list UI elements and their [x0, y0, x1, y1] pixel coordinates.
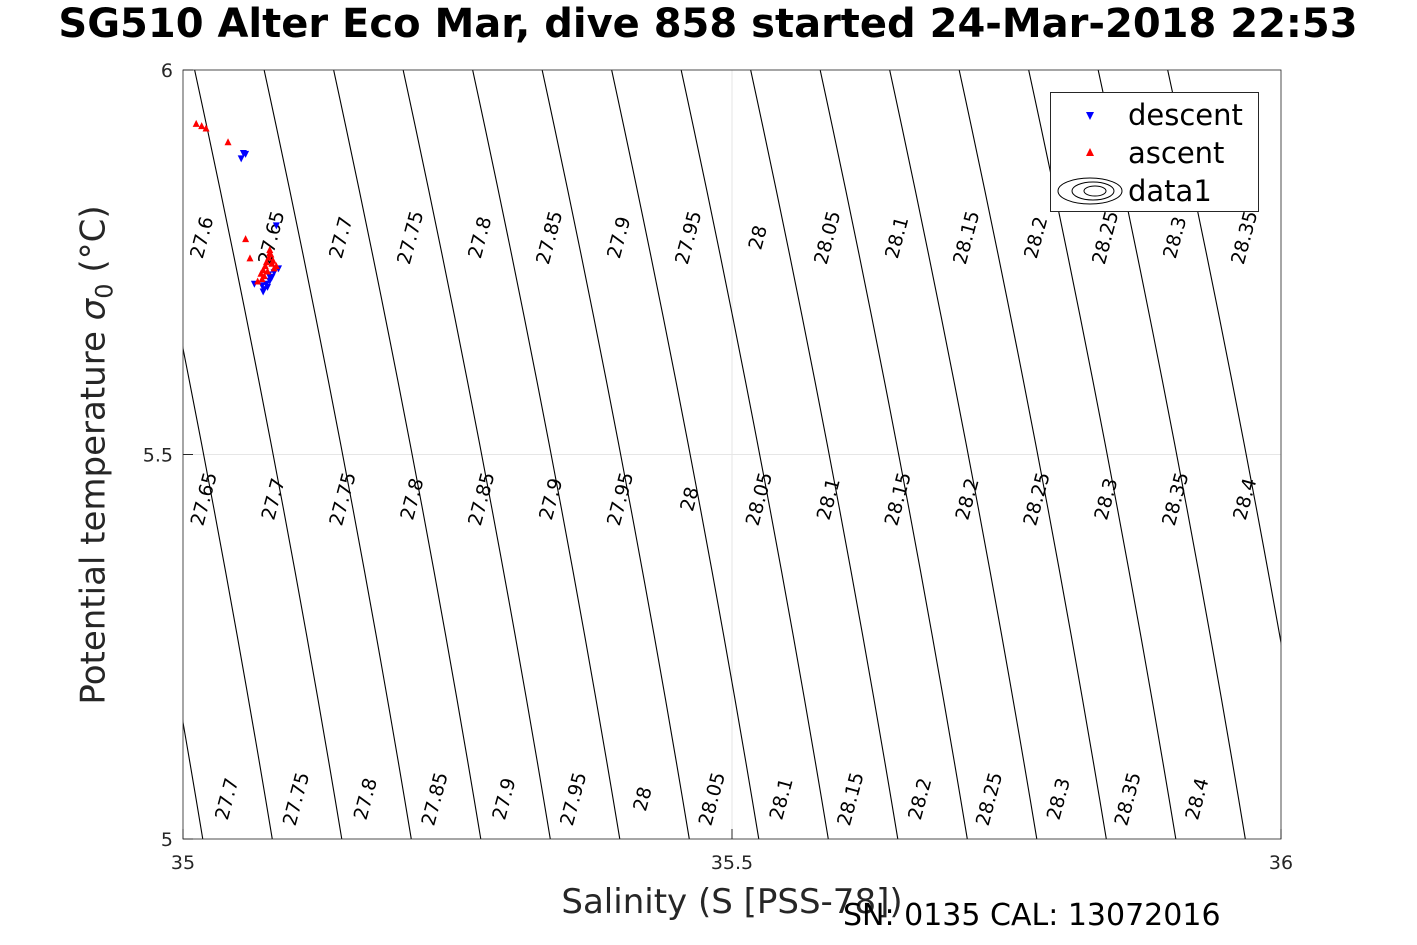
isopycnal-line	[472, 70, 621, 839]
x-tick-label: 35	[171, 852, 195, 874]
isopycnal-line	[889, 70, 1038, 839]
isopycnal-line	[183, 719, 204, 839]
isopycnal-line	[958, 70, 1107, 839]
x-axis-label: Salinity (S [PSS-78])	[561, 882, 903, 922]
contour-icon	[1057, 177, 1123, 205]
isopycnal-line	[541, 70, 690, 839]
axis-ticks: 35 35.5 36 5 5.5 6	[143, 60, 1293, 874]
isopycnal-line	[194, 70, 343, 839]
ascent-point	[262, 258, 270, 266]
isopycnal-line	[263, 70, 412, 839]
ascent-point	[257, 269, 265, 277]
ascent-point	[198, 122, 206, 130]
legend-label-descent: descent	[1128, 98, 1243, 132]
y-tick-label: 5	[161, 829, 173, 851]
y-axis-label-unit: (°C)	[73, 205, 114, 284]
ascent-point	[266, 245, 274, 253]
x-tick-label: 36	[1269, 852, 1293, 874]
ascent-point	[269, 256, 277, 264]
isopycnal-line	[680, 70, 829, 839]
isopycnal-line	[750, 70, 899, 839]
ascent-point	[192, 119, 200, 127]
ascent-point	[264, 267, 272, 275]
ascent-point	[254, 277, 262, 285]
isopycnal-line	[819, 70, 968, 839]
ascent-point	[261, 262, 269, 270]
ascent-point	[259, 265, 267, 273]
y-axis-label-subscript: 0	[90, 283, 119, 299]
ascent-point	[242, 235, 250, 243]
isopycnal-labels: 27.6 27.65 27.7 27.75 27.8 27.85 27.9 27.95 28 28…	[186, 209, 1262, 829]
y-axis-label-text: Potential temperature	[73, 320, 114, 705]
y-tick-label: 6	[161, 60, 173, 82]
isopycnal-line	[183, 345, 273, 839]
descent-marker-icon	[1086, 112, 1094, 120]
ascent-marker-icon	[1086, 148, 1094, 156]
descent-point	[259, 288, 267, 296]
data-points	[192, 119, 283, 296]
y-axis-label: Potential temperature σ0 (°C)	[74, 205, 119, 704]
descent-point	[262, 280, 270, 288]
y-tick-label: 5.5	[143, 445, 173, 467]
isopycnal-line	[402, 70, 551, 839]
serial-calibration-note: SN: 0135 CAL: 13072016	[843, 898, 1221, 933]
ascent-point	[272, 262, 280, 270]
x-tick-label: 35.5	[711, 852, 753, 874]
legend-label-ascent: ascent	[1128, 136, 1225, 170]
legend-item-descent[interactable]: descent	[1051, 97, 1258, 133]
descent-point	[237, 155, 245, 163]
legend-item-ascent[interactable]: ascent	[1051, 135, 1258, 171]
ascent-point	[202, 124, 210, 132]
ascent-point	[224, 138, 232, 146]
ascent-point	[246, 254, 254, 262]
y-axis-label-sigma: σ	[73, 298, 114, 321]
descent-point	[242, 150, 250, 158]
legend[interactable]: descent ascent data1	[1050, 92, 1259, 212]
chart-title: SG510 Alter Eco Mar, dive 858 started 24…	[58, 1, 1358, 47]
isopycnal-contours	[183, 70, 1281, 839]
legend-label-data1: data1	[1128, 174, 1212, 208]
isopycnal-line	[333, 70, 482, 839]
descent-point	[272, 222, 280, 230]
ascent-point	[258, 275, 266, 283]
isopycnal-line	[611, 70, 760, 839]
ascent-point	[267, 250, 275, 258]
legend-item-data1[interactable]: data1	[1051, 173, 1258, 209]
